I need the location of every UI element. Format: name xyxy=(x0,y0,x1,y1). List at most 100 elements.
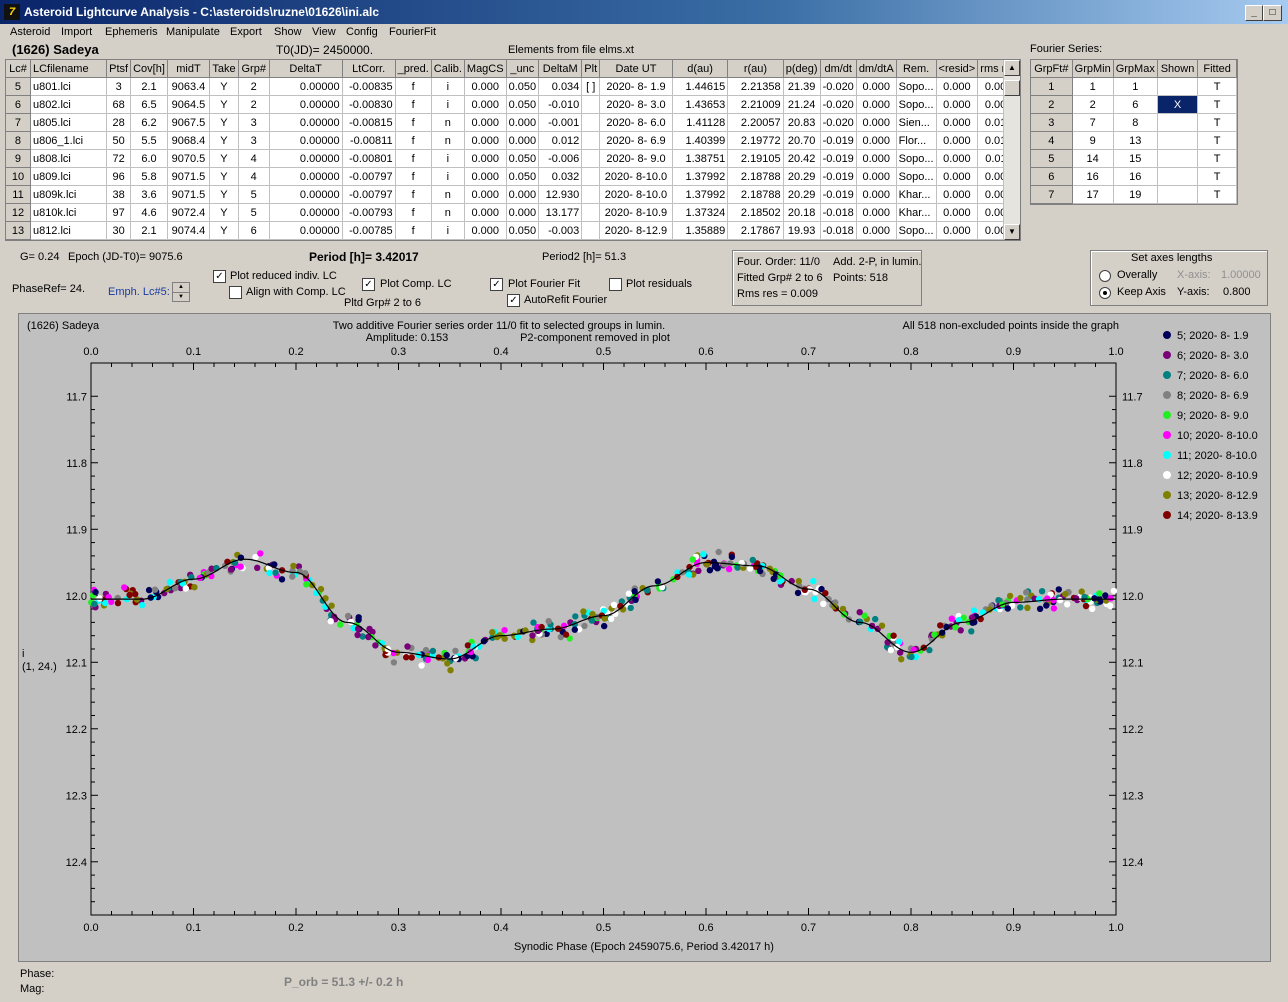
table-cell[interactable]: 5 xyxy=(238,203,270,222)
table-cell[interactable]: 6 xyxy=(1031,167,1073,186)
table-cell[interactable]: 0.000 xyxy=(936,131,979,150)
table-cell[interactable]: 1.37324 xyxy=(672,203,729,222)
table-cell[interactable]: 0.000 xyxy=(856,77,897,96)
table-cell[interactable]: 0.000 xyxy=(464,113,507,132)
table-cell[interactable]: 20.29 xyxy=(783,167,821,186)
table-cell[interactable]: 0.00000 xyxy=(269,185,343,204)
table-cell[interactable]: i xyxy=(431,221,465,240)
table-cell[interactable]: -0.001 xyxy=(538,113,583,132)
table-cell[interactable]: 2020- 8- 3.0 xyxy=(599,95,673,114)
table-cell[interactable]: 5 xyxy=(238,185,270,204)
table-cell[interactable]: f xyxy=(395,185,432,204)
table-cell[interactable]: 21.24 xyxy=(783,95,821,114)
lc-col-header[interactable]: Grp# xyxy=(238,60,270,78)
lc-col-header[interactable]: Take xyxy=(209,60,239,78)
table-row[interactable]: 10 u809.lci 96 5.8 9071.5 Y 4 0.00000 -0.00797 f i… xyxy=(6,167,1020,186)
table-cell[interactable]: 1.44615 xyxy=(672,77,729,96)
table-cell[interactable]: 1.37992 xyxy=(672,185,729,204)
plot-fourier-checkbox[interactable]: ✓ xyxy=(490,278,503,291)
table-cell[interactable]: 3 xyxy=(106,77,132,96)
fourier-col-header[interactable]: Shown xyxy=(1157,60,1199,78)
lc-col-header[interactable]: DeltaT xyxy=(269,60,343,78)
table-cell[interactable]: 9072.4 xyxy=(167,203,211,222)
table-cell[interactable]: 2020- 8- 6.0 xyxy=(599,113,673,132)
menu-export[interactable]: Export xyxy=(230,26,262,38)
table-cell[interactable]: 9063.4 xyxy=(167,77,211,96)
lc-col-header[interactable]: r(au) xyxy=(727,60,784,78)
table-cell[interactable]: 9 xyxy=(6,149,31,168)
table-cell[interactable]: 2 xyxy=(1031,95,1073,114)
table-cell[interactable]: 1.35889 xyxy=(672,221,729,240)
scroll-thumb[interactable] xyxy=(1004,80,1020,96)
table-cell[interactable] xyxy=(1157,131,1199,150)
scroll-down-icon[interactable]: ▼ xyxy=(1004,224,1020,240)
table-cell[interactable]: 4 xyxy=(238,167,270,186)
table-cell[interactable]: 5.8 xyxy=(130,167,168,186)
menu-manipulate[interactable]: Manipulate xyxy=(166,26,220,38)
table-cell[interactable]: i xyxy=(431,167,465,186)
table-cell[interactable]: -0.018 xyxy=(820,203,857,222)
menu-import[interactable]: Import xyxy=(61,26,93,38)
table-cell[interactable]: 0.00000 xyxy=(269,167,343,186)
table-cell[interactable]: u801.lci xyxy=(30,77,108,96)
table-cell[interactable]: 0.000 xyxy=(464,185,507,204)
table-cell[interactable]: 0.000 xyxy=(856,131,897,150)
table-cell[interactable]: 2.18502 xyxy=(727,203,784,222)
table-cell[interactable]: 6.5 xyxy=(130,95,168,114)
period2-value[interactable]: Period2 [h]= 51.3 xyxy=(542,251,627,263)
table-cell[interactable] xyxy=(581,149,601,168)
table-cell[interactable]: 0.034 xyxy=(538,77,583,96)
table-cell[interactable]: 0.000 xyxy=(464,77,507,96)
table-cell[interactable] xyxy=(581,167,601,186)
table-cell[interactable]: T xyxy=(1197,113,1237,132)
table-cell[interactable]: 7 xyxy=(1072,113,1114,132)
autorefit-checkbox[interactable]: ✓ xyxy=(507,294,520,307)
table-cell[interactable]: 19 xyxy=(1113,185,1158,204)
table-row[interactable]: 8 u806_1.lci 50 5.5 9068.4 Y 3 0.00000 -0.00811 f… xyxy=(6,131,1020,150)
table-cell[interactable]: T xyxy=(1197,167,1237,186)
table-cell[interactable]: 2020- 8-10.0 xyxy=(599,167,673,186)
table-cell[interactable]: 72 xyxy=(106,149,132,168)
table-cell[interactable]: u805.lci xyxy=(30,113,108,132)
lc-col-header[interactable]: dm/dt xyxy=(820,60,857,78)
table-cell[interactable]: i xyxy=(431,149,465,168)
menu-show[interactable]: Show xyxy=(274,26,302,38)
table-cell[interactable]: 4.6 xyxy=(130,203,168,222)
table-cell[interactable]: 9068.4 xyxy=(167,131,211,150)
table-cell[interactable]: 0.000 xyxy=(506,185,540,204)
lc-col-header[interactable]: Plt xyxy=(581,60,601,78)
table-cell[interactable]: 1.37992 xyxy=(672,167,729,186)
table-cell[interactable]: 9067.5 xyxy=(167,113,211,132)
table-cell[interactable]: Sien... xyxy=(896,113,937,132)
fourier-col-header[interactable]: GrpMax xyxy=(1113,60,1158,78)
table-cell[interactable]: 3 xyxy=(238,131,270,150)
table-cell[interactable]: 2.17867 xyxy=(727,221,784,240)
table-cell[interactable]: 20.83 xyxy=(783,113,821,132)
table-cell[interactable]: 1 xyxy=(1072,77,1114,96)
table-cell[interactable] xyxy=(1157,77,1199,96)
table-cell[interactable]: Flor... xyxy=(896,131,937,150)
lc-col-header[interactable]: d(au) xyxy=(672,60,729,78)
table-cell[interactable]: -0.00801 xyxy=(342,149,396,168)
table-cell[interactable]: Sopo... xyxy=(896,221,937,240)
table-cell[interactable]: 0.000 xyxy=(936,149,979,168)
spin-up-icon[interactable]: ▲ xyxy=(173,283,189,293)
table-cell[interactable]: 21.39 xyxy=(783,77,821,96)
table-cell[interactable]: -0.00835 xyxy=(342,77,396,96)
table-cell[interactable]: n xyxy=(431,113,465,132)
table-cell[interactable]: u802.lci xyxy=(30,95,108,114)
table-cell[interactable] xyxy=(581,131,601,150)
table-cell[interactable]: u809k.lci xyxy=(30,185,108,204)
table-cell[interactable]: Khar... xyxy=(896,185,937,204)
table-cell[interactable]: i xyxy=(431,95,465,114)
table-cell[interactable]: 13 xyxy=(1113,131,1158,150)
table-cell[interactable]: 2.19772 xyxy=(727,131,784,150)
table-cell[interactable]: T xyxy=(1197,95,1237,114)
table-cell[interactable]: 1 xyxy=(1031,77,1073,96)
table-cell[interactable]: 0.000 xyxy=(464,95,507,114)
table-row[interactable]: 7 u805.lci 28 6.2 9067.5 Y 3 0.00000 -0.00815 f n 0… xyxy=(6,113,1020,132)
table-cell[interactable]: 0.00000 xyxy=(269,149,343,168)
fourier-table[interactable]: GrpFt# GrpMin GrpMax Shown Fitted 1 1 1 T 2 2 6 X T 3 7… xyxy=(1030,59,1238,205)
